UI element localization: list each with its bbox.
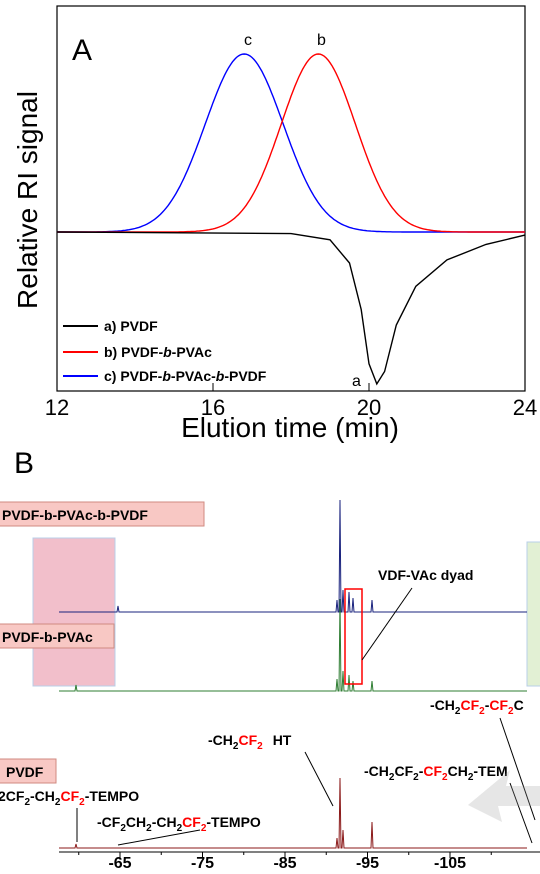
- nmr-x-ticks: -65 -75 -85 -95 -105: [78, 852, 492, 872]
- nmr-x-tick-label: -105: [434, 855, 466, 869]
- annotation-right-2: -CH2CF2-CF2CH2-TEM: [364, 763, 508, 783]
- nmr-x-tick-label: -65: [108, 855, 131, 869]
- annotation-ht: -CH2CF2 HT: [208, 732, 292, 752]
- spectrum-bottom: [59, 777, 527, 849]
- panel-a-x-tick-label: 12: [45, 395, 69, 420]
- panel-a-x-tick-label: 24: [513, 395, 537, 420]
- sample-box-bottom: PVDF: [0, 758, 57, 784]
- legend-entry-b: b) PVDF-b-PVAc: [104, 344, 212, 360]
- curve-c: [57, 53, 525, 233]
- panel-b: B PVDF-b-PVAc-b-PVDF PVDF-b-PVAc PVDF VD…: [0, 447, 540, 872]
- panel-a-plot-frame: [56, 5, 526, 392]
- annotation-tempo-2-arrow: [117, 829, 201, 846]
- sample-box-middle: PVDF-b-PVAc: [0, 623, 115, 649]
- panel-a-legend: a) PVDF b) PVDF-b-PVAc c) PVDF-b-PVAc-b-…: [63, 318, 267, 384]
- peak-label-a: a: [352, 373, 361, 390]
- panel-a-y-axis-label: Relative RI signal: [12, 91, 43, 309]
- panel-a-x-ticks: 12 16 20 24: [45, 383, 537, 420]
- peak-label-b: b: [317, 32, 326, 49]
- nmr-x-tick-label: -75: [191, 855, 214, 869]
- annotation-right-1: -CH2CF2-CF2C: [430, 697, 524, 717]
- nmr-x-tick-label: -85: [273, 855, 296, 869]
- highlight-region-right: [526, 541, 540, 687]
- watermark-arrow: [468, 770, 540, 822]
- sample-box-middle-label: PVDF-b-PVAc: [2, 629, 93, 645]
- sample-box-bottom-label: PVDF: [6, 764, 44, 780]
- dyad-highlight-box: [344, 588, 363, 685]
- curve-a: [56, 231, 526, 386]
- spectrum-top: [59, 499, 527, 613]
- panel-a-letter: A: [72, 34, 92, 67]
- annotation-ht-arrow: [304, 751, 334, 807]
- legend-entry-a: a) PVDF: [104, 318, 158, 334]
- annotation-dyad: VDF-VAc dyad: [378, 567, 473, 583]
- panel-a: A Relative RI signal Elution time (min) …: [12, 5, 537, 443]
- nmr-spectra: [59, 499, 527, 849]
- nmr-x-tick-label: -95: [356, 855, 379, 869]
- panel-b-letter: B: [14, 447, 34, 480]
- spectrum-middle: [59, 598, 527, 692]
- panel-a-x-tick-label: 16: [201, 395, 225, 420]
- annotation-tempo-2: -CF2CH2-CH2CF2-TEMPO: [97, 814, 261, 834]
- annotation-tempo-1: 2CF2-CH2CF2-TEMPO: [0, 788, 139, 808]
- annotation-dyad-arrow: [361, 587, 413, 661]
- legend-entry-c: c) PVDF-b-PVAc-b-PVDF: [104, 368, 267, 384]
- curve-b: [57, 53, 525, 233]
- annotation-right-2-arrow: [509, 782, 533, 844]
- sample-box-top: PVDF-b-PVAc-b-PVDF: [0, 501, 205, 527]
- panel-a-x-axis-label: Elution time (min): [181, 412, 399, 443]
- peak-label-c: c: [244, 32, 252, 49]
- panel-a-x-tick-label: 20: [357, 395, 381, 420]
- annotation-right-1-arrow: [499, 717, 536, 821]
- sample-box-top-label: PVDF-b-PVAc-b-PVDF: [2, 507, 148, 523]
